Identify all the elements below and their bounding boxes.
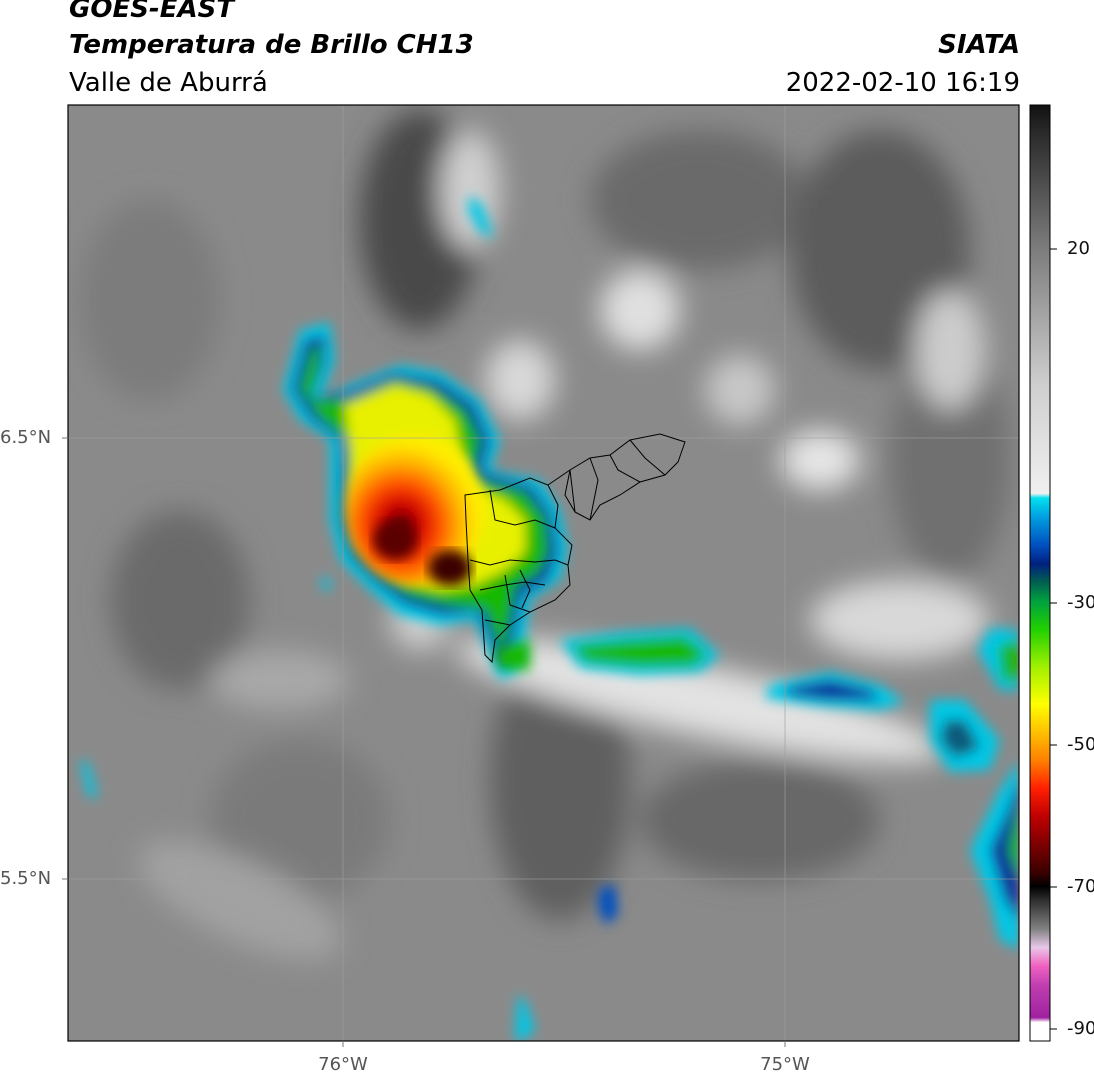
- lon-label-76: 76°W: [318, 1054, 368, 1075]
- colorbar-label-minus50: -50: [1067, 734, 1094, 755]
- cold-cloud-tops: [80, 195, 1019, 1041]
- grid-lines: [68, 105, 1019, 1041]
- lat-label-5-5: 5.5°N: [0, 868, 52, 889]
- colorbar-gradient: [1029, 104, 1051, 1042]
- colorbar: [1029, 104, 1057, 1042]
- municipal-boundaries: [464, 433, 686, 664]
- colorbar-label-minus70: -70: [1067, 876, 1094, 897]
- map-frame: [67, 104, 1020, 1042]
- colorbar-label-20: 20: [1067, 238, 1090, 259]
- region-subtitle: Valle de Aburrá: [69, 68, 268, 98]
- lat-label-6-5: 6.5°N: [0, 427, 52, 448]
- datetime-label: 2022-02-10 16:19: [785, 68, 1020, 98]
- colorbar-label-minus90: -90: [1067, 1018, 1094, 1039]
- organization-label: SIATA: [938, 30, 1020, 60]
- product-title: Temperatura de Brillo CH13: [69, 30, 474, 60]
- satellite-title: GOES-EAST: [69, 0, 235, 24]
- lon-label-75: 75°W: [760, 1054, 810, 1075]
- satellite-imagery: [68, 105, 1019, 1041]
- colorbar-label-minus30: -30: [1067, 592, 1094, 613]
